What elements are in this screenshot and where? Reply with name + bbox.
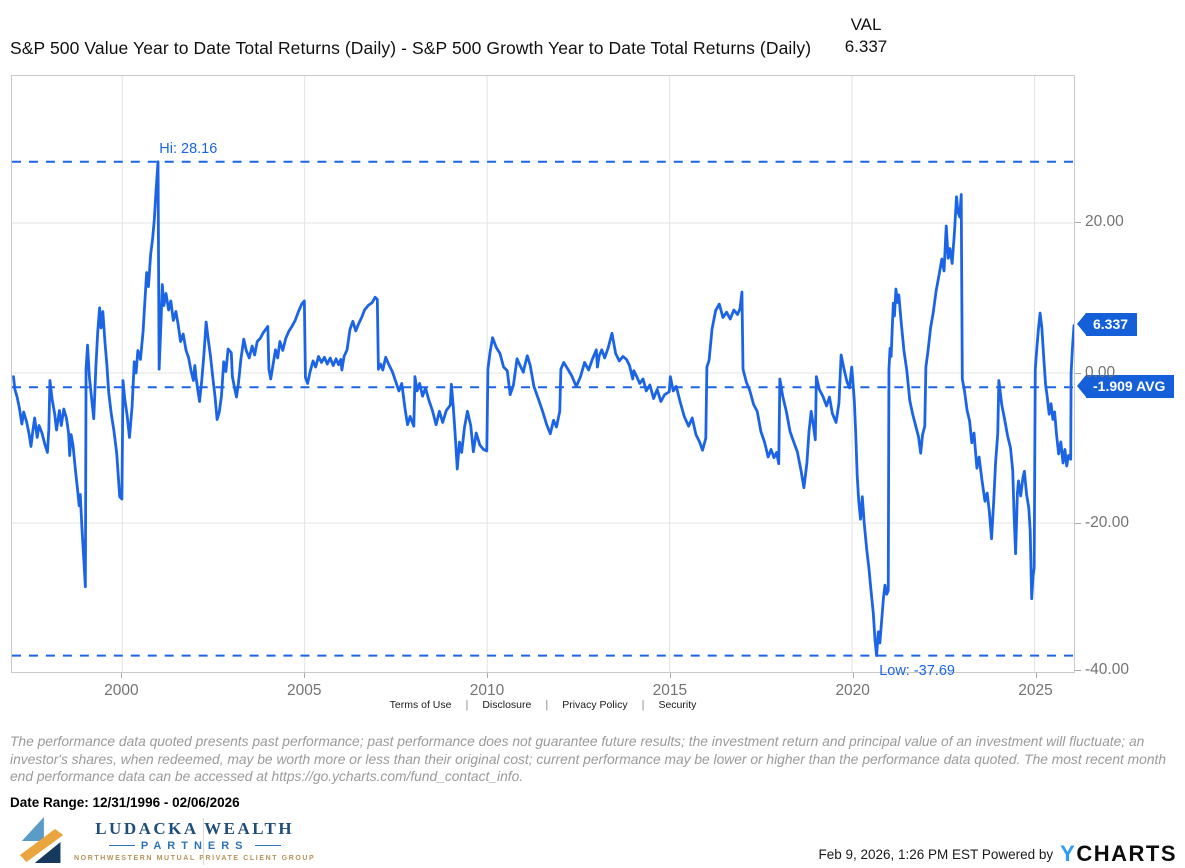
footer-link-terms-of-use[interactable]: Terms of Use (389, 699, 452, 711)
footer-link-security[interactable]: Security (658, 699, 697, 711)
val-header: VAL 6.337 (831, 14, 901, 58)
hi-label: Hi: 28.16 (159, 141, 218, 158)
val-label: VAL (850, 15, 882, 34)
footer-separator: | (545, 699, 549, 711)
x-tick-label: 2015 (652, 682, 688, 699)
chart-title: S&P 500 Value Year to Date Total Returns… (10, 38, 812, 58)
x-tick-label: 2020 (835, 682, 870, 699)
y-tick-mark (1075, 372, 1081, 374)
ycharts-charts: CHARTS (1076, 841, 1177, 866)
logo-name: LUDACKA WEALTH (95, 818, 295, 838)
x-tick-label: 2005 (286, 682, 322, 699)
logo-subtext: NORTHWESTERN MUTUAL PRIVATE CLIENT GROUP (74, 854, 316, 862)
y-tick-label: -20.00 (1085, 514, 1129, 532)
footer-separator: | (641, 699, 645, 711)
footer-links: Terms of Use | Disclosure | Privacy Policy | S… (11, 699, 1075, 711)
logo-partners-row: PARTNERS (108, 839, 281, 852)
low-label: Low: -37.69 (879, 662, 955, 679)
plot-area (11, 75, 1075, 673)
timestamp: Feb 9, 2026, 1:26 PM EST Powered by (818, 847, 1053, 862)
powered-by-row: Feb 9, 2026, 1:26 PM EST Powered by Y CH… (818, 841, 1177, 867)
footer-link-disclosure[interactable]: Disclosure (482, 699, 532, 711)
x-tick-mark (852, 673, 854, 678)
ycharts-logo: Y CHARTS (1060, 841, 1177, 867)
y-tick-label: 20.00 (1085, 213, 1124, 231)
plot-svg (12, 76, 1074, 672)
brand-logo: LUDACKA WEALTH PARTNERS NORTHWESTERN MUT… (20, 815, 315, 865)
timestamp-value: Feb 9, 2026, 1:26 PM EST (818, 846, 979, 862)
val-value: 6.337 (844, 37, 888, 56)
y-tick-label: 0.00 (1085, 363, 1116, 381)
x-tick-mark (669, 673, 671, 678)
logo-rule-left (108, 845, 135, 846)
y-tick-mark (1075, 222, 1081, 224)
x-tick-label: 2025 (1018, 682, 1053, 699)
y-tick-mark (1075, 670, 1081, 671)
y-tick-label: -40.00 (1085, 661, 1129, 678)
powered-by-label: Powered by (981, 846, 1054, 862)
ycharts-y-icon: Y (1060, 841, 1077, 866)
disclaimer-text: The performance data quoted presents pas… (10, 734, 1167, 785)
logo-mark-icon (20, 815, 66, 865)
x-tick-mark (304, 673, 306, 678)
value-badge: 6.337 (1076, 313, 1138, 337)
logo-partners: PARTNERS (140, 839, 249, 852)
footer-separator: | (465, 699, 469, 711)
logo-text: LUDACKA WEALTH PARTNERS NORTHWESTERN MUT… (74, 819, 315, 862)
logo-divider (203, 818, 204, 865)
series-line (12, 160, 1074, 658)
x-tick-label: 2000 (104, 682, 139, 699)
y-tick-mark (1075, 523, 1081, 525)
x-tick-mark (1035, 673, 1037, 678)
x-tick-label: 2010 (469, 682, 505, 699)
x-tick-mark (121, 673, 123, 678)
logo-rule-right (254, 845, 281, 846)
avg-badge: -1.909 AVG (1076, 375, 1175, 399)
footer-link-privacy-policy[interactable]: Privacy Policy (562, 699, 628, 711)
x-tick-mark (487, 673, 489, 678)
date-range: Date Range: 12/31/1996 - 02/06/2026 (10, 795, 240, 810)
